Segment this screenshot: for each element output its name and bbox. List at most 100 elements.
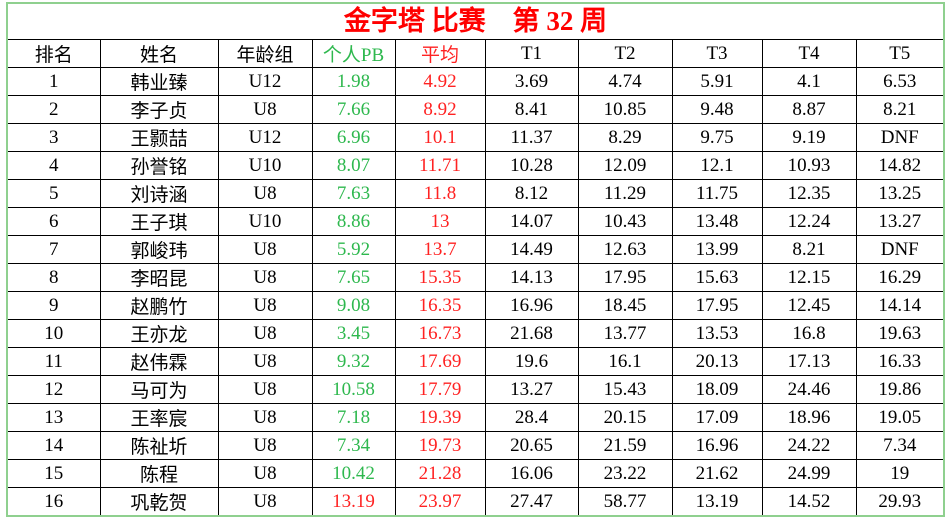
cell: 21.62 [671, 459, 763, 488]
cell: 1.98 [311, 67, 396, 96]
cell: 8.07 [311, 151, 396, 180]
cell: 9.48 [671, 95, 763, 124]
cell: 刘诗涵 [99, 179, 219, 208]
header-cell: 姓名 [99, 40, 219, 68]
cell: 29.93 [855, 487, 943, 515]
row: 9 赵鹏竹 U8 9.08 16.35 16.96 18.45 17.95 12.45 14.14 [8, 291, 943, 320]
cell: 58.77 [577, 487, 673, 515]
cell: U8 [217, 235, 313, 264]
cell: 7.66 [311, 95, 396, 124]
row: 16 巩乾贺 U8 13.19 23.97 27.47 58.77 13.19 14.52 29.… [8, 487, 943, 515]
cell: 8.21 [761, 235, 857, 264]
cell: 4.74 [577, 67, 673, 96]
cell: 12.35 [761, 179, 857, 208]
cell: 4.1 [761, 67, 857, 96]
cell: 巩乾贺 [99, 487, 219, 515]
cell: 8.29 [577, 123, 673, 152]
cell: 14 [8, 431, 101, 460]
cell: 20.13 [671, 347, 763, 376]
cell: 13.25 [855, 179, 943, 208]
header-cell: 排名 [8, 40, 101, 68]
cell: U8 [217, 459, 313, 488]
cell: 7.18 [311, 403, 396, 432]
cell: 李昭昆 [99, 263, 219, 292]
cell: 4 [8, 151, 101, 180]
cell: U8 [217, 95, 313, 124]
cell: 赵伟霖 [99, 347, 219, 376]
cell: 21.59 [577, 431, 673, 460]
header-cell: T4 [761, 40, 857, 68]
cell: 14.82 [855, 151, 943, 180]
header-cell: 平均 [394, 40, 486, 68]
cell: 10.28 [484, 151, 579, 180]
cell: 24.46 [761, 375, 857, 404]
cell: 12.15 [761, 263, 857, 292]
cell: 10 [8, 319, 101, 348]
header-row: 排名 姓名 年龄组 个人PB 平均 T1 T2 T3 T4 T5 [8, 40, 943, 68]
cell: 孙誉铭 [99, 151, 219, 180]
cell: 马可为 [99, 375, 219, 404]
row: 12 马可为 U8 10.58 17.79 13.27 15.43 18.09 24.46 19.… [8, 375, 943, 404]
cell: 8.92 [394, 95, 486, 124]
cell: 11.75 [671, 179, 763, 208]
cell: 13.53 [671, 319, 763, 348]
row: 5 刘诗涵 U8 7.63 11.8 8.12 11.29 11.75 12.35 13.25 [8, 179, 943, 208]
cell: 13.19 [311, 487, 396, 515]
cell: 9.08 [311, 291, 396, 320]
cell: 8.86 [311, 207, 396, 236]
cell: 王颢喆 [99, 123, 219, 152]
cell: 20.15 [577, 403, 673, 432]
cell: 11.37 [484, 123, 579, 152]
cell: 24.22 [761, 431, 857, 460]
row: 15 陈程 U8 10.42 21.28 16.06 23.22 21.62 24.99 19 [8, 459, 943, 488]
cell: 17.09 [671, 403, 763, 432]
cell: 12.45 [761, 291, 857, 320]
cell: U8 [217, 431, 313, 460]
cell: 8.87 [761, 95, 857, 124]
cell: 16.35 [394, 291, 486, 320]
cell: 6 [8, 207, 101, 236]
cell: 3 [8, 123, 101, 152]
cell: 17.13 [761, 347, 857, 376]
cell: 16.8 [761, 319, 857, 348]
cell: 17.95 [577, 263, 673, 292]
header-cell: 个人PB [311, 40, 396, 68]
cell: 15.63 [671, 263, 763, 292]
cell: 10.85 [577, 95, 673, 124]
cell: 10.93 [761, 151, 857, 180]
cell: 19 [855, 459, 943, 488]
cell: 14.07 [484, 207, 579, 236]
cell: U8 [217, 487, 313, 515]
cell: 13.7 [394, 235, 486, 264]
cell: 5.91 [671, 67, 763, 96]
header-cell: T3 [671, 40, 763, 68]
row: 11 赵伟霖 U8 9.32 17.69 19.6 16.1 20.13 17.13 16.33 [8, 347, 943, 376]
row: 4 孙誉铭 U10 8.07 11.71 10.28 12.09 12.1 10.93 14.82 [8, 151, 943, 180]
cell: 23.97 [394, 487, 486, 515]
cell: 11.71 [394, 151, 486, 180]
cell: 13.99 [671, 235, 763, 264]
cell: 15.43 [577, 375, 673, 404]
cell: 3.69 [484, 67, 579, 96]
cell: 18.45 [577, 291, 673, 320]
cell: 23.22 [577, 459, 673, 488]
cell: 10.1 [394, 123, 486, 152]
cell: 16.96 [484, 291, 579, 320]
cell: 19.39 [394, 403, 486, 432]
cell: 8 [8, 263, 101, 292]
cell: 9 [8, 291, 101, 320]
cell: 13.48 [671, 207, 763, 236]
header-cell: T5 [855, 40, 943, 68]
cell: U10 [217, 207, 313, 236]
cell: 7.34 [855, 431, 943, 460]
cell: 陈祉圻 [99, 431, 219, 460]
cell: 1 [8, 67, 101, 96]
cell: 19.73 [394, 431, 486, 460]
row: 13 王率宸 U8 7.18 19.39 28.4 20.15 17.09 18.96 19.05 [8, 403, 943, 432]
cell: 10.58 [311, 375, 396, 404]
cell: 2 [8, 95, 101, 124]
cell: 17.95 [671, 291, 763, 320]
cell: 12.1 [671, 151, 763, 180]
